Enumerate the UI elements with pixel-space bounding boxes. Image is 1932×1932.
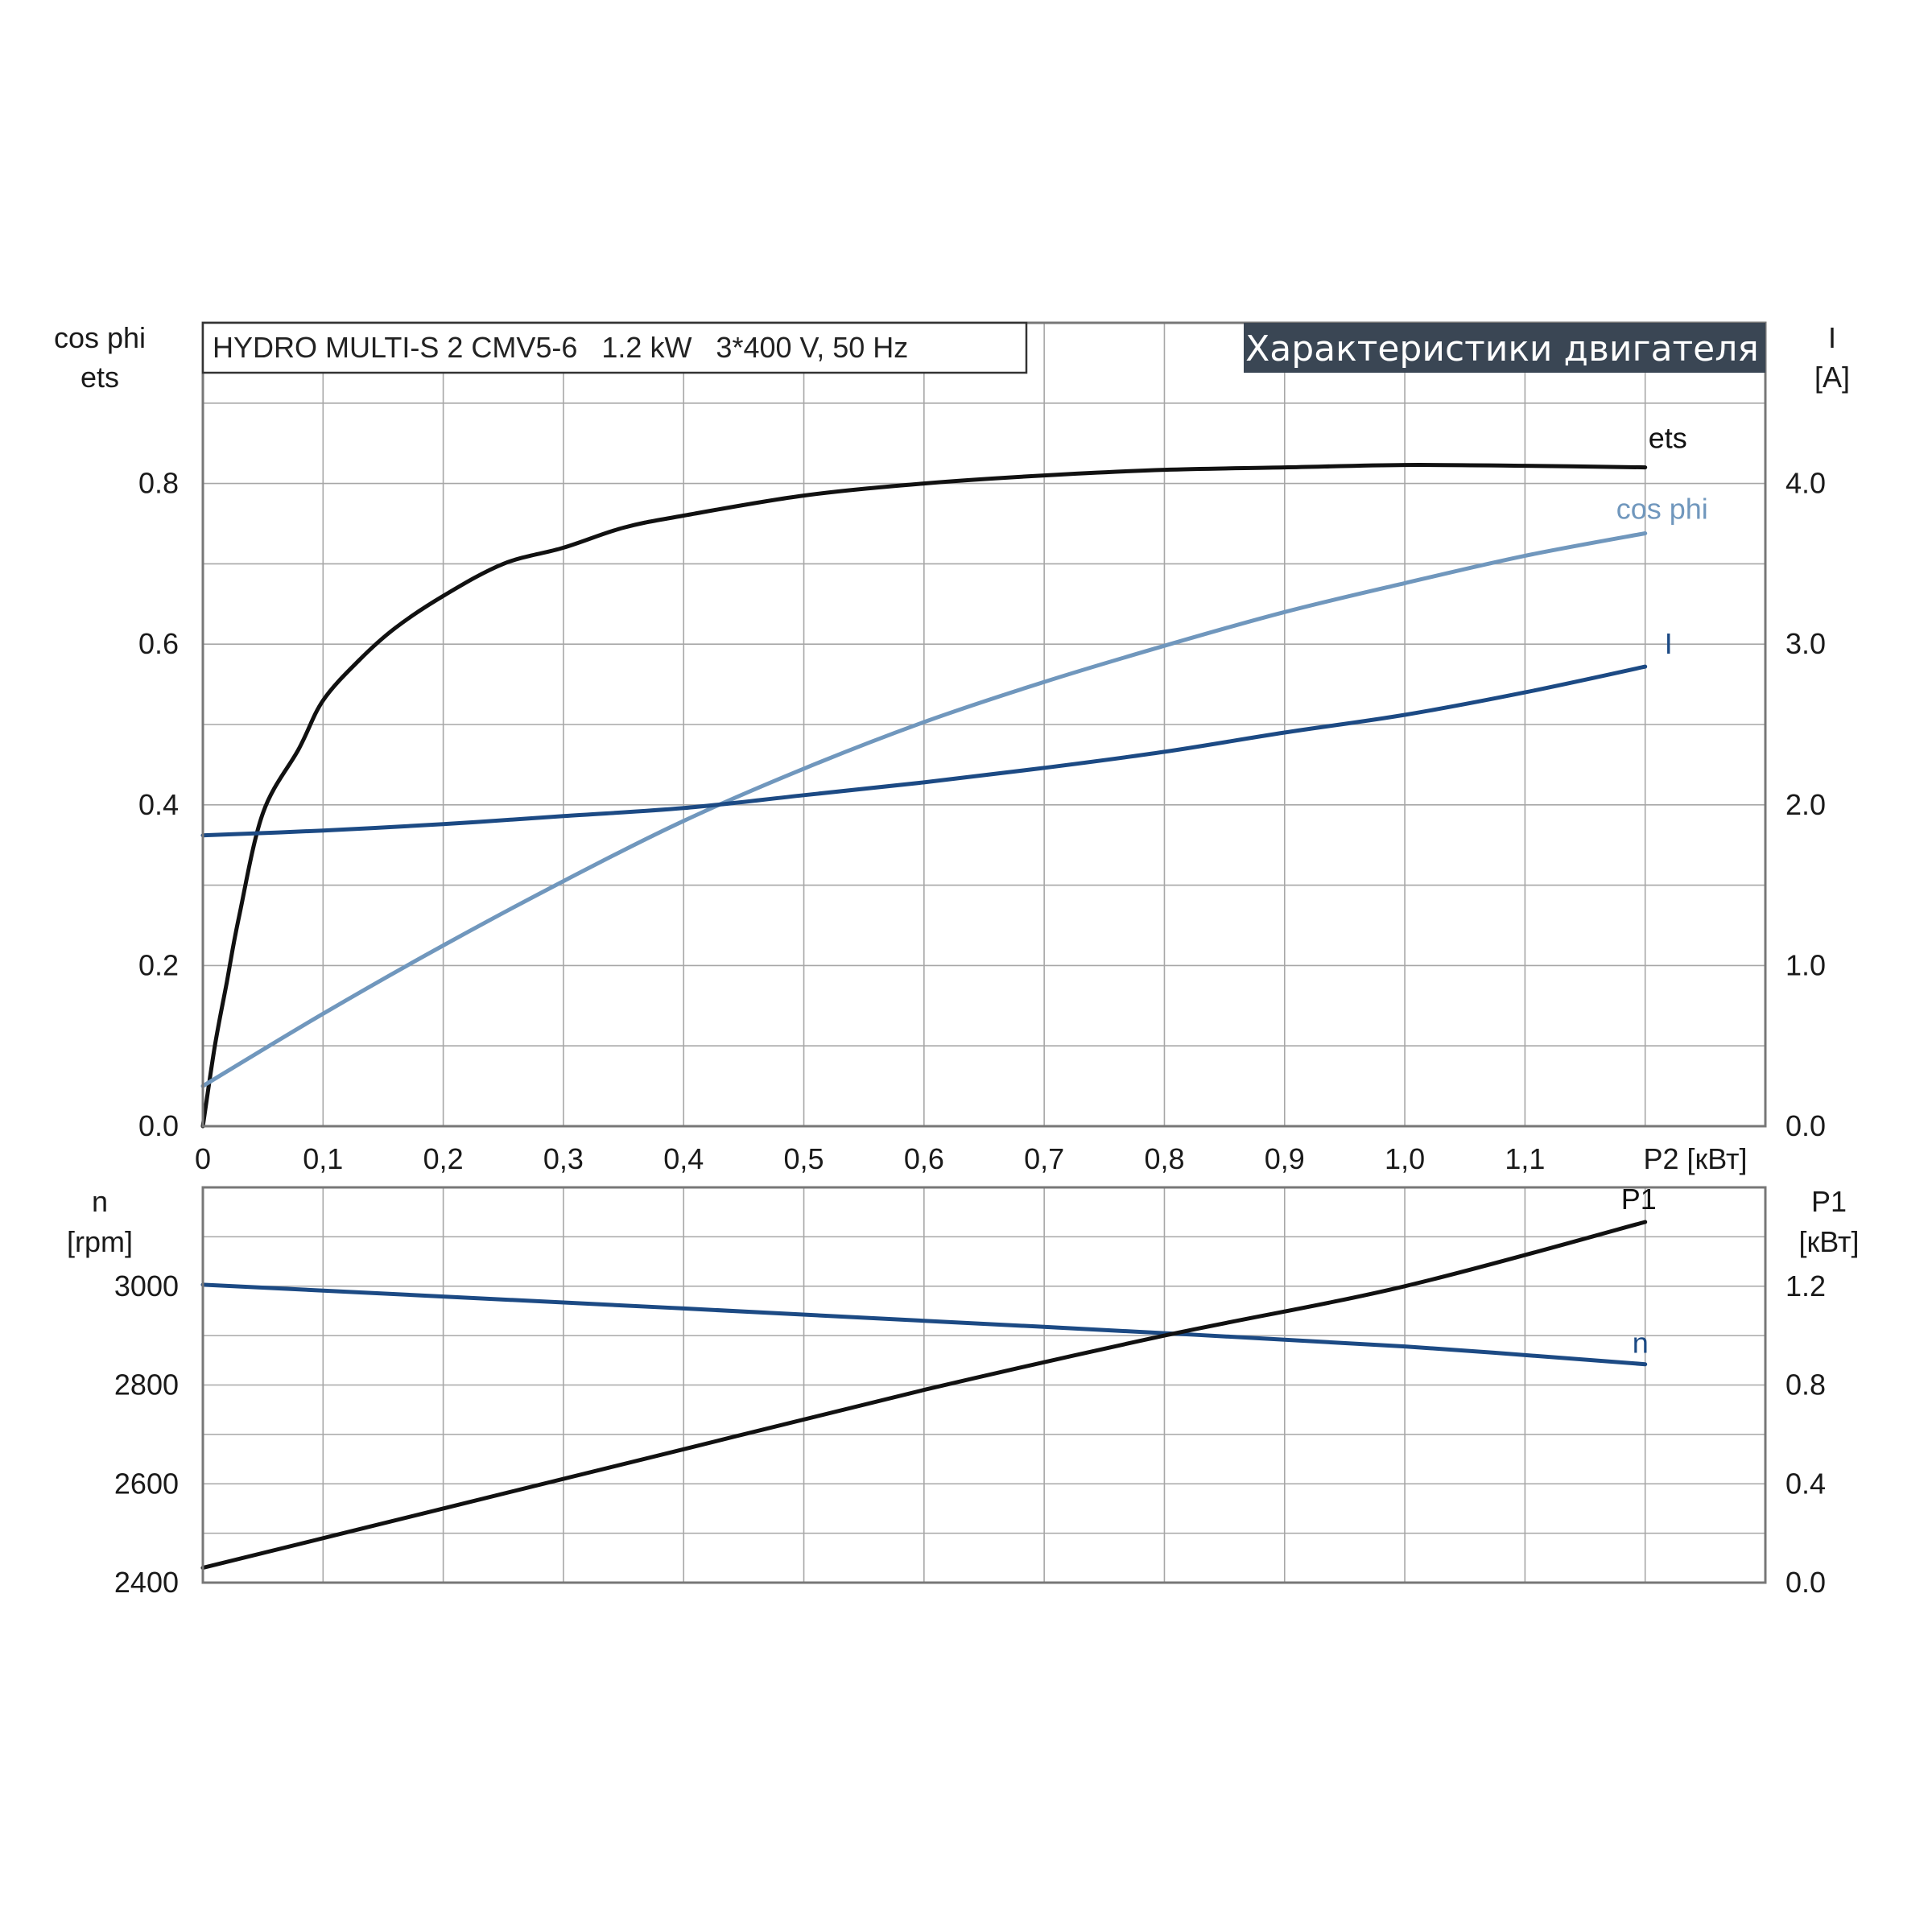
x-tick-label: 0 xyxy=(195,1142,211,1175)
series-line-current xyxy=(200,664,1648,838)
right-tick-label: 2.0 xyxy=(1785,788,1826,821)
right-tick-label: 4.0 xyxy=(1785,467,1826,500)
right-tick-label-bottom: 0.8 xyxy=(1785,1368,1826,1402)
frame-layer xyxy=(201,321,1767,1584)
left-axis-unit-rpm: [rpm] xyxy=(67,1225,133,1258)
x-tick-label: 0,5 xyxy=(784,1142,824,1175)
x-tick-label: 1,1 xyxy=(1505,1142,1545,1175)
series-line-speed xyxy=(200,1282,1648,1367)
right-tick-label: 1.0 xyxy=(1785,948,1826,981)
left-axis-label-cosphi: cos phi xyxy=(54,321,146,354)
right-tick-label-bottom: 0.4 xyxy=(1785,1467,1826,1500)
x-tick-label: 0,7 xyxy=(1024,1142,1064,1175)
right-tick-label-bottom: 1.2 xyxy=(1785,1269,1826,1302)
left-tick-label: 0.4 xyxy=(138,788,179,821)
x-tick-label: 0,4 xyxy=(663,1142,704,1175)
tick-layer: 0 0,1 0,2 0,3 0,4 0,5 0,6 0,7 0,8 0,9 1,0 1,1 0.0 0.2… xyxy=(114,467,1826,1599)
right-axis-label-current: I xyxy=(1828,321,1836,354)
left-tick-label: 0.2 xyxy=(138,948,179,981)
chart-title-box xyxy=(201,321,1028,374)
left-tick-label: 0.6 xyxy=(138,627,179,660)
x-axis-label: P2 [кВт] xyxy=(1643,1142,1747,1175)
left-tick-label-bottom: 3000 xyxy=(114,1269,179,1302)
series-line-ets xyxy=(200,463,1648,1129)
chart-title: HYDRO MULTI-S 2 CMV5-6 1.2 kW 3*400 V, 5… xyxy=(213,331,908,364)
right-axis-unit-amps: [A] xyxy=(1814,361,1850,394)
series-label-ets: ets xyxy=(1649,422,1687,455)
left-tick-label-bottom: 2800 xyxy=(114,1368,179,1402)
x-tick-label: 1,0 xyxy=(1385,1142,1425,1175)
right-tick-label-bottom: 0.0 xyxy=(1785,1566,1826,1599)
series-label-current: I xyxy=(1665,627,1673,660)
series-label-speed: n xyxy=(1633,1327,1649,1360)
x-tick-label: 0,3 xyxy=(543,1142,584,1175)
right-tick-label: 0.0 xyxy=(1785,1109,1826,1142)
x-tick-label: 0,2 xyxy=(423,1142,464,1175)
banner-title: Характеристики двигателя xyxy=(1245,328,1759,369)
series-line-cos-phi xyxy=(200,531,1648,1088)
x-tick-label: 0,8 xyxy=(1144,1142,1184,1175)
bottom-plot-frame xyxy=(201,1186,1767,1584)
left-tick-label-bottom: 2400 xyxy=(114,1566,179,1599)
right-axis-label-p1: P1 xyxy=(1811,1185,1847,1218)
x-tick-label: 0,6 xyxy=(904,1142,944,1175)
x-tick-label: 0,1 xyxy=(303,1142,343,1175)
grid-layer xyxy=(203,323,1765,1583)
series-line-p1 xyxy=(200,1220,1648,1571)
right-axis-unit-kw: [кВт] xyxy=(1798,1225,1859,1258)
banner-background xyxy=(1244,323,1765,373)
left-tick-label: 0.8 xyxy=(138,467,179,500)
x-tick-label: 0,9 xyxy=(1265,1142,1305,1175)
right-tick-label: 3.0 xyxy=(1785,627,1826,660)
left-axis-label-ets: ets xyxy=(80,361,119,394)
series-label-cos-phi: cos phi xyxy=(1616,492,1708,525)
left-axis-label-speed: n xyxy=(92,1185,108,1218)
left-tick-label: 0.0 xyxy=(138,1109,179,1142)
left-tick-label-bottom: 2600 xyxy=(114,1467,179,1500)
